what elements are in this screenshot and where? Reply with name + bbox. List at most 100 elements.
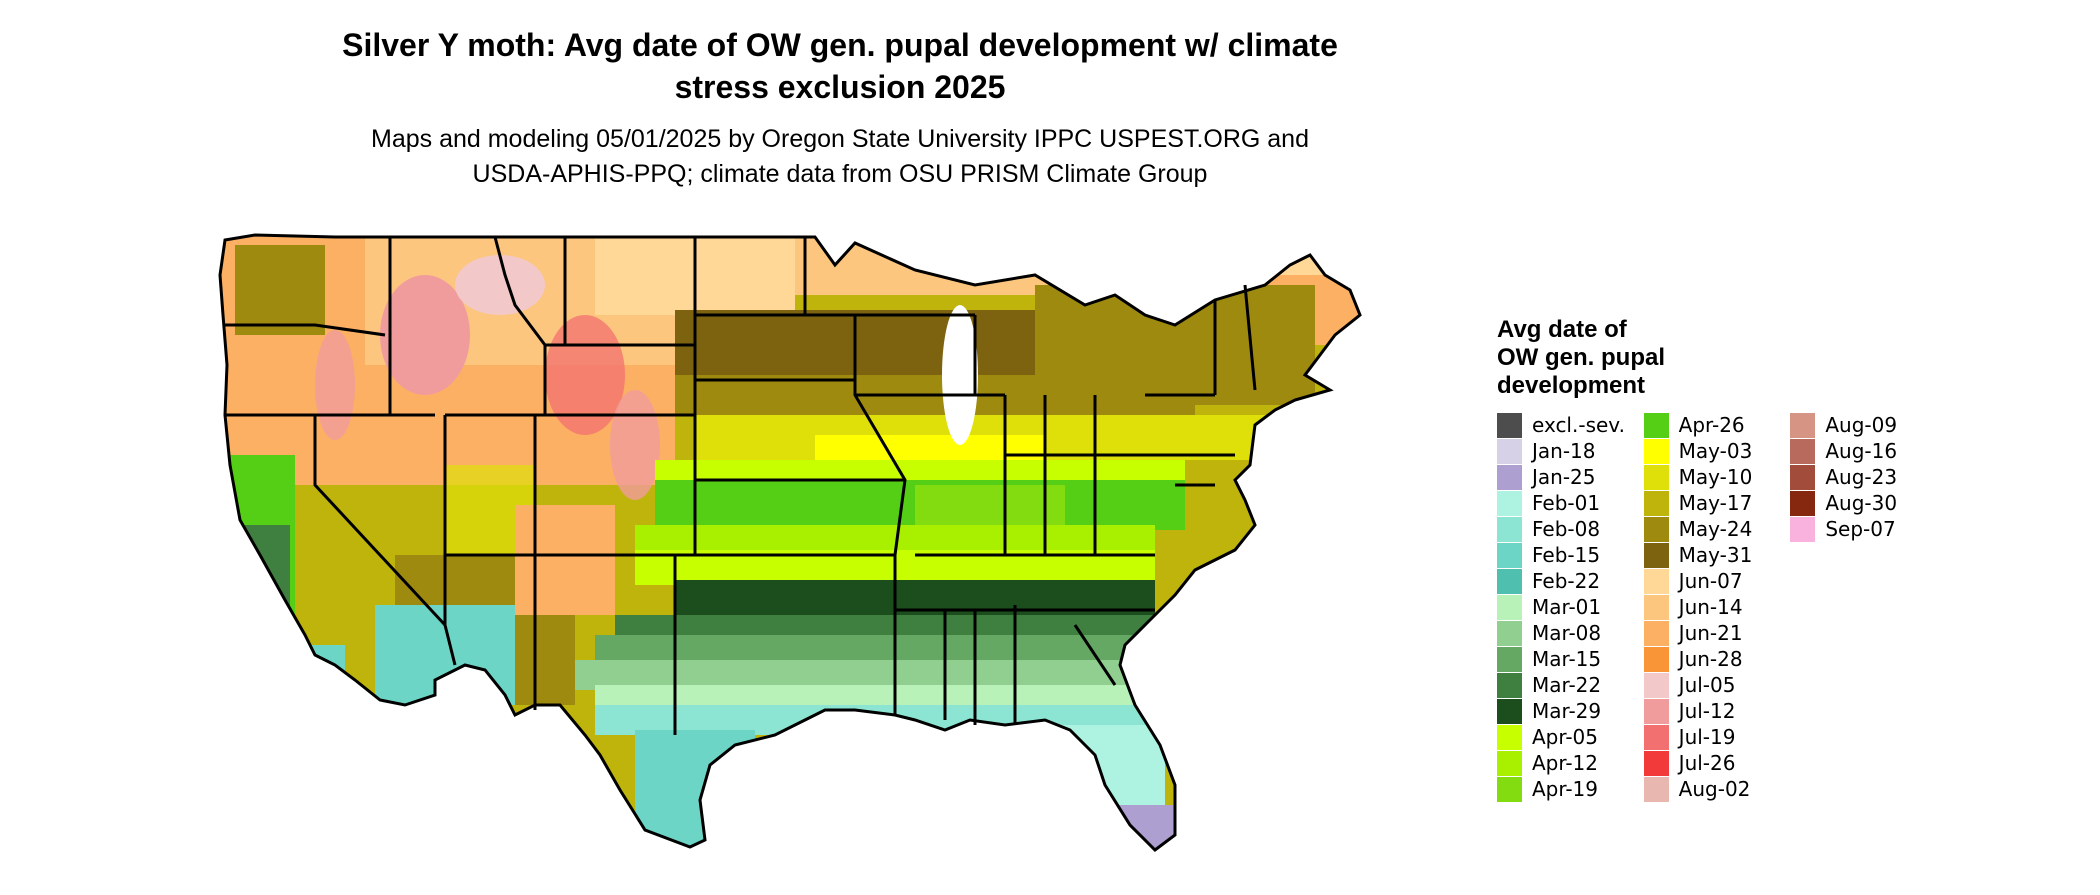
legend-label: May-24	[1678, 517, 1753, 541]
legend-swatch	[1497, 620, 1522, 646]
map-subtitle: Maps and modeling 05/01/2025 by Oregon S…	[300, 122, 1380, 192]
legend-item: Aug-30	[1790, 490, 1937, 516]
legend-label: Jul-12	[1678, 699, 1736, 723]
legend-swatch	[1643, 594, 1669, 620]
legend-item: Aug-23	[1790, 464, 1937, 490]
legend-swatch	[1497, 594, 1522, 620]
legend-swatch	[1643, 620, 1669, 646]
legend-item: May-17	[1643, 490, 1791, 516]
legend-columns: excl.-sev. Jan-18 Jan-25 Feb-01 Feb-08 Feb-15…	[1497, 412, 1937, 802]
legend-item: Jan-18	[1497, 438, 1644, 464]
legend-item: Mar-08	[1497, 620, 1644, 646]
legend-swatch	[1643, 724, 1669, 750]
legend-column: excl.-sev. Jan-18 Jan-25 Feb-01 Feb-08 Feb-15…	[1497, 412, 1644, 802]
legend-label: May-10	[1678, 465, 1753, 489]
legend-swatch	[1643, 412, 1669, 438]
legend-swatch	[1497, 412, 1522, 438]
legend-label: excl.-sev.	[1532, 413, 1625, 437]
legend-label: May-03	[1678, 439, 1753, 463]
legend-column: Apr-26 May-03 May-10 May-17 May-24 May-31 Jun-…	[1643, 412, 1791, 802]
legend-label: Apr-19	[1532, 777, 1598, 801]
legend-swatch	[1497, 438, 1522, 464]
legend-item: Feb-15	[1497, 542, 1644, 568]
legend-label: Jul-26	[1678, 751, 1736, 775]
legend-item: Jun-07	[1643, 568, 1791, 594]
legend-item: Jun-21	[1643, 620, 1791, 646]
legend-label: Jun-07	[1678, 569, 1743, 593]
legend-label: Aug-30	[1825, 491, 1898, 515]
map-subtitle-line-1: Maps and modeling 05/01/2025 by Oregon S…	[371, 125, 1309, 153]
legend-label: Apr-12	[1532, 751, 1598, 775]
legend-item: May-31	[1643, 542, 1791, 568]
legend-title-line-2: OW gen. pupal	[1497, 344, 1665, 371]
legend-swatch	[1643, 776, 1669, 802]
legend-swatch	[1790, 490, 1816, 516]
map-title-line-1: Silver Y moth: Avg date of OW gen. pupal…	[342, 27, 1338, 63]
legend-label: May-17	[1678, 491, 1753, 515]
legend-item: Jul-26	[1643, 750, 1791, 776]
legend-item: Apr-19	[1497, 776, 1644, 802]
legend-swatch	[1643, 750, 1669, 776]
legend-label: Feb-08	[1532, 517, 1601, 541]
legend-swatch	[1643, 516, 1669, 542]
map-title-line-2: stress exclusion 2025	[674, 69, 1006, 105]
legend-item: Jun-14	[1643, 594, 1791, 620]
legend-item: Apr-05	[1497, 724, 1644, 750]
legend-swatch	[1497, 646, 1522, 672]
state-borders	[218, 233, 1362, 852]
legend-label: Jun-21	[1678, 621, 1743, 645]
us-map	[218, 233, 1362, 852]
legend-swatch	[1790, 438, 1816, 464]
legend-swatch	[1790, 464, 1816, 490]
legend-swatch	[1497, 464, 1522, 490]
map-color-bands	[220, 235, 1360, 850]
legend-label: Jan-18	[1532, 439, 1596, 463]
legend-swatch	[1643, 698, 1669, 724]
legend-label: Jul-05	[1678, 673, 1736, 697]
legend-item: Mar-15	[1497, 646, 1644, 672]
legend-item: Aug-02	[1643, 776, 1791, 802]
legend-item: Apr-12	[1497, 750, 1644, 776]
legend-swatch	[1497, 516, 1522, 542]
legend-item: Aug-16	[1790, 438, 1937, 464]
map-title: Silver Y moth: Avg date of OW gen. pupal…	[300, 24, 1380, 108]
legend-swatch	[1643, 646, 1669, 672]
legend-label: Mar-22	[1532, 673, 1602, 697]
legend-item: Sep-07	[1790, 516, 1937, 542]
legend-label: Aug-23	[1825, 465, 1898, 489]
legend-label: Mar-15	[1532, 647, 1602, 671]
legend-swatch	[1643, 464, 1669, 490]
legend-item: Feb-22	[1497, 568, 1644, 594]
legend-label: Jan-25	[1532, 465, 1596, 489]
legend-label: Feb-22	[1532, 569, 1601, 593]
legend-label: Aug-16	[1825, 439, 1898, 463]
legend-swatch	[1497, 750, 1522, 776]
legend-label: Apr-26	[1678, 413, 1745, 437]
legend-item: May-03	[1643, 438, 1791, 464]
legend-swatch	[1497, 672, 1522, 698]
legend-swatch	[1497, 542, 1522, 568]
legend-item: excl.-sev.	[1497, 412, 1644, 438]
legend-label: Jun-14	[1678, 595, 1743, 619]
legend-label: May-31	[1678, 543, 1753, 567]
legend-item: Jul-19	[1643, 724, 1791, 750]
legend-label: Jul-19	[1678, 725, 1736, 749]
legend-item: Jun-28	[1643, 646, 1791, 672]
legend-label: Feb-15	[1532, 543, 1601, 567]
legend-label: Feb-01	[1532, 491, 1601, 515]
legend-swatch	[1643, 438, 1669, 464]
legend-column: Aug-09 Aug-16 Aug-23 Aug-30 Sep-07	[1790, 412, 1937, 802]
legend-swatch	[1497, 776, 1522, 802]
legend-label: Aug-09	[1825, 413, 1898, 437]
legend-item: Aug-09	[1790, 412, 1937, 438]
legend-item: Mar-01	[1497, 594, 1644, 620]
legend-swatch	[1497, 724, 1522, 750]
map-legend: Avg date of OW gen. pupal development ex…	[1497, 316, 1937, 802]
legend-label: Jun-28	[1678, 647, 1743, 671]
legend-label: Sep-07	[1825, 517, 1896, 541]
legend-swatch	[1790, 412, 1816, 438]
legend-label: Mar-08	[1532, 621, 1602, 645]
legend-item: Mar-29	[1497, 698, 1644, 724]
legend-title-line-1: Avg date of	[1497, 316, 1627, 343]
legend-swatch	[1497, 568, 1522, 594]
